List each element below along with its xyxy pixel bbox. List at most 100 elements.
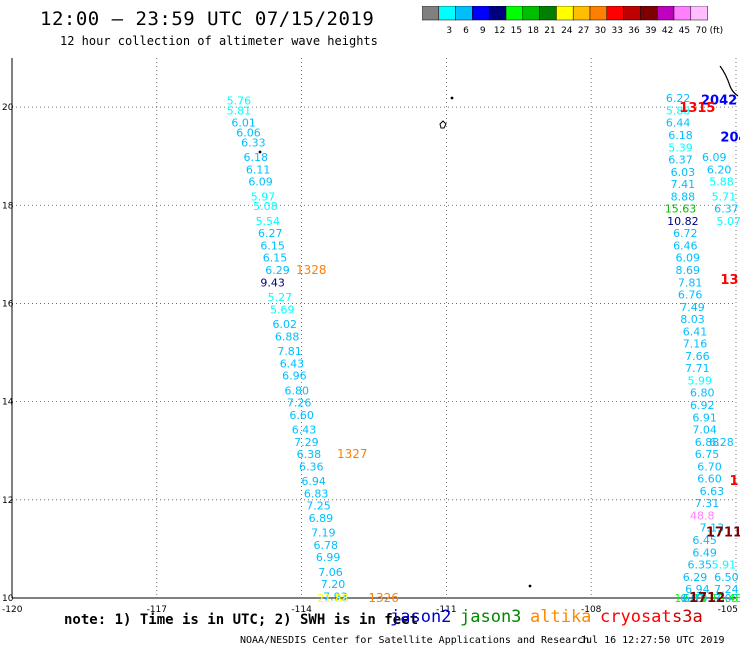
- wave-height-label: 6.33: [241, 136, 266, 149]
- sat-jason2: jason2: [390, 607, 452, 627]
- wave-height-label: 6.22: [666, 92, 691, 105]
- wave-height-label: 7.41: [671, 178, 696, 191]
- wave-height-label: 5.69: [270, 303, 295, 316]
- island-outline: [439, 120, 447, 129]
- legend-label: 30: [595, 26, 607, 36]
- wave-height-label: 5.54: [256, 215, 281, 228]
- wave-height-label: 5.71: [712, 190, 737, 203]
- wave-height-label: 6.28: [709, 436, 734, 449]
- legend-label: 9: [480, 26, 486, 36]
- units-note: note: 1) Time is in UTC; 2) SWH is in fe…: [64, 612, 419, 628]
- wave-height-label: 5.97: [251, 190, 276, 203]
- pass-time-label: 2042: [701, 94, 737, 109]
- wave-height-label: 12.83: [674, 592, 706, 605]
- wave-height-label: 8.88: [671, 190, 696, 203]
- wave-height-label: 6.72: [673, 227, 698, 240]
- pass-time-label: 1712: [689, 591, 725, 606]
- color-legend: 3 6 9 12 15 18 21 24 27 30 33 36 39 42 45 70 (ft): [422, 6, 724, 36]
- wave-height-label: 6.11: [246, 163, 271, 176]
- y-tick-label: 20: [2, 103, 14, 113]
- wave-height-label: 6.09: [702, 151, 727, 164]
- wave-height-label: 6.83: [680, 592, 705, 605]
- wave-height-label: 6.37: [668, 154, 693, 167]
- footer-timestamp: Jul 16 12:27:50 UTC 2019: [580, 635, 725, 646]
- wave-height-label: 5.27: [268, 291, 293, 304]
- legend-label: 3: [446, 26, 452, 36]
- x-tick-label: -105: [718, 605, 738, 615]
- wave-height-label: 7.66: [685, 350, 710, 363]
- wave-height-label: 7.26: [287, 397, 312, 410]
- wave-height-label: 6.83: [304, 487, 329, 500]
- wave-height-label: 7.19: [311, 527, 336, 540]
- legend-label: 39: [645, 26, 657, 36]
- legend-label: 12: [494, 26, 505, 36]
- wave-height-label: 5.76: [227, 95, 252, 108]
- pass-time-label: 1326: [368, 591, 399, 605]
- coastline: [719, 65, 739, 97]
- x-tick-label: -108: [581, 605, 602, 615]
- x-tick-label: -120: [2, 605, 23, 615]
- wave-height-label: 6.29: [683, 571, 708, 584]
- wave-height-label: 6.70: [697, 460, 722, 473]
- wave-height-label: 7.25: [306, 500, 331, 513]
- legend-swatch: [690, 6, 708, 21]
- wave-height-label: 7.05: [714, 592, 739, 605]
- wave-height-label: 6.20: [707, 163, 732, 176]
- wave-height-label: 7.06: [318, 566, 343, 579]
- wave-height-label: 7.81: [678, 276, 703, 289]
- wave-height-label: 7.49: [680, 301, 705, 314]
- wave-height-label: 6.78: [313, 539, 338, 552]
- sat-cryosat: cryosat: [600, 607, 672, 627]
- wave-height-label: 7.31: [695, 497, 720, 510]
- wave-height-label: 13.48: [711, 592, 740, 605]
- sat-jason3: jason3: [460, 607, 522, 627]
- page-title: 12:00 – 23:59 UTC 07/15/2019: [40, 8, 375, 30]
- wave-height-label: 9.43: [260, 276, 285, 289]
- wave-height-label: 7.81: [277, 345, 302, 358]
- island-dot: [258, 150, 262, 154]
- wave-height-label: 5.08: [253, 200, 278, 213]
- wave-height-label: 6.18: [243, 151, 268, 164]
- wave-height-label: 6.76: [678, 289, 703, 302]
- wave-height-label: 5.99: [688, 374, 713, 387]
- pass-time-label: 1328: [296, 263, 327, 277]
- wave-height-label: 15.63: [665, 203, 697, 216]
- wave-height-label: 6.80: [285, 384, 310, 397]
- wave-height-label: 6.37: [714, 203, 739, 216]
- wave-height-label: 7.20: [321, 578, 346, 591]
- wave-height-label: 6.80: [690, 387, 715, 400]
- legend-label: 18: [527, 26, 539, 36]
- sat-s3a: s3a: [672, 607, 703, 627]
- wave-height-label: 6.50: [714, 571, 739, 584]
- legend-label: 21: [544, 26, 555, 36]
- wave-height-label: 6.09: [675, 252, 700, 265]
- wave-height-label: 6.44: [666, 117, 691, 130]
- wave-height-label: 6.92: [690, 399, 715, 412]
- wave-height-label: 5.88: [709, 176, 734, 189]
- wave-height-label: 6.02: [272, 318, 297, 331]
- wave-height-label: 5.07: [717, 215, 740, 228]
- pass-time-label: 1: [729, 474, 738, 489]
- wave-height-label: 6.63: [700, 485, 725, 498]
- island-dot: [528, 584, 532, 588]
- legend-label: 33: [611, 26, 622, 36]
- wave-height-label: 6.46: [673, 239, 698, 252]
- wave-height-label: 8.03: [680, 313, 705, 326]
- legend-unit: (ft): [710, 26, 724, 36]
- x-tick-label: -114: [291, 605, 312, 615]
- wave-height-label: 6.09: [248, 176, 273, 189]
- legend-label: 36: [628, 26, 640, 36]
- wave-height-label: 6.27: [258, 227, 283, 240]
- wave-height-label: 6.96: [282, 370, 307, 383]
- wave-height-label: 6.94: [301, 475, 326, 488]
- wave-height-label: 5.91: [712, 559, 737, 572]
- y-tick-label: 16: [2, 299, 14, 309]
- wave-height-label: 6.60: [289, 409, 314, 422]
- wave-height-label: 6.15: [263, 252, 288, 265]
- wave-height-label: 6.06: [236, 127, 261, 140]
- x-tick-label: -117: [147, 605, 167, 615]
- wave-height-label: 6.76: [683, 592, 708, 605]
- wave-height-label: 6.43: [280, 357, 305, 370]
- legend-label: 6: [463, 26, 469, 36]
- y-tick-label: 14: [2, 398, 14, 408]
